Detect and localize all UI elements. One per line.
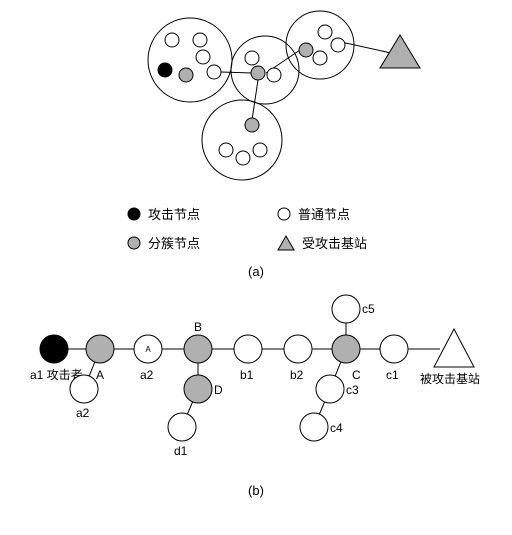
node-normal [234, 335, 262, 363]
node-label: c3 [346, 383, 359, 397]
node-normal [253, 143, 267, 157]
legend-row-1: 攻击节点 普通节点 [0, 204, 512, 223]
node-label: d1 [174, 444, 188, 458]
edge [252, 80, 258, 120]
node-normal [318, 25, 332, 39]
node-normal [380, 335, 408, 363]
node-label: c5 [362, 302, 375, 316]
node-normal [207, 65, 221, 79]
node-normal [196, 50, 210, 64]
node-attacker [158, 63, 172, 77]
legend-normal: 普通节点 [276, 204, 386, 223]
node-normal [316, 375, 344, 403]
legend-attacker: 攻击节点 [126, 204, 236, 223]
node-normal [313, 51, 327, 65]
node-label: C [352, 368, 361, 382]
node-normal [284, 335, 312, 363]
node-cluster [245, 118, 259, 132]
figure-b-diagram: a1 攻击者AAa2Bb1b2Cc1a2Dd1c5c3c4被攻击基站 [0, 279, 512, 479]
node-cluster [184, 375, 212, 403]
node-normal [165, 33, 179, 47]
node-label: b1 [240, 368, 254, 382]
node-label: D [214, 383, 223, 397]
attacker-icon [126, 206, 142, 222]
cluster-icon [126, 235, 142, 251]
base-station-icon [434, 329, 474, 367]
node-normal [219, 143, 233, 157]
node-label: B [194, 320, 202, 334]
cluster-circle [202, 100, 282, 180]
cluster-circle [231, 36, 299, 104]
legend: 攻击节点 普通节点 分簇节点 受攻击基站 [0, 204, 512, 252]
node-cluster [86, 335, 114, 363]
node-label: a2 [76, 406, 90, 420]
node-normal [236, 151, 250, 165]
node-normal [332, 295, 360, 323]
edge [221, 72, 252, 73]
figure-a-diagram [0, 0, 512, 200]
node-normal [300, 413, 328, 441]
triangle-icon [276, 234, 296, 252]
node-normal [168, 413, 196, 441]
node-label: c4 [330, 421, 343, 435]
node-label: b2 [290, 368, 304, 382]
legend-base-label: 受攻击基站 [302, 233, 367, 252]
node-cluster [179, 68, 193, 82]
legend-normal-label: 普通节点 [298, 204, 350, 223]
node-normal [267, 68, 281, 82]
legend-cluster: 分簇节点 [126, 233, 236, 252]
node-normal [331, 38, 345, 52]
node-cluster [251, 66, 265, 80]
node-inner-label: A [145, 345, 151, 354]
base-station-label: 被攻击基站 [420, 372, 480, 386]
legend-row-2: 分簇节点 受攻击基站 [0, 233, 512, 252]
caption-a: (a) [0, 264, 512, 279]
caption-b: (b) [0, 483, 512, 498]
node-label: A [96, 368, 104, 382]
node-cluster [299, 43, 313, 57]
normal-icon [276, 206, 292, 222]
legend-base: 受攻击基站 [276, 233, 386, 252]
node-attacker [40, 335, 68, 363]
node-normal [193, 33, 207, 47]
node-normal [70, 375, 98, 403]
node-label: a2 [140, 368, 154, 382]
cluster-circle [148, 18, 232, 102]
node-normal [245, 51, 259, 65]
legend-cluster-label: 分簇节点 [148, 233, 200, 252]
node-cluster [184, 335, 212, 363]
legend-attacker-label: 攻击节点 [148, 204, 200, 223]
node-cluster [332, 335, 360, 363]
node-label: c1 [386, 368, 399, 382]
